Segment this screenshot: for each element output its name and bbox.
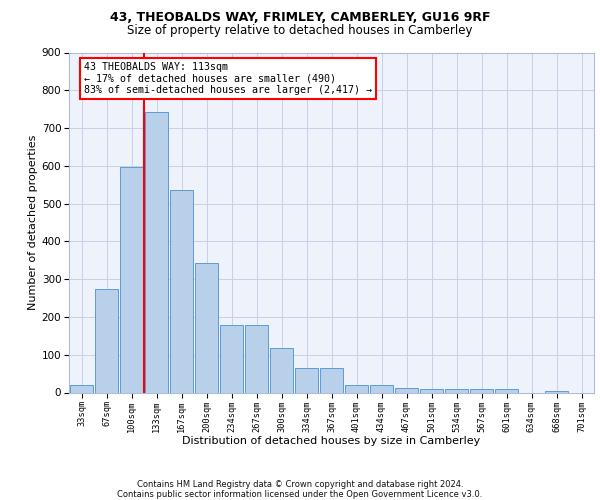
X-axis label: Distribution of detached houses by size in Camberley: Distribution of detached houses by size … <box>182 436 481 446</box>
Bar <box>145 112 168 392</box>
Y-axis label: Number of detached properties: Number of detached properties <box>28 135 38 310</box>
Text: Size of property relative to detached houses in Camberley: Size of property relative to detached ho… <box>127 24 473 37</box>
Bar <box>420 390 443 392</box>
Bar <box>70 385 93 392</box>
Bar <box>395 388 418 392</box>
Text: Contains HM Land Registry data © Crown copyright and database right 2024.
Contai: Contains HM Land Registry data © Crown c… <box>118 480 482 499</box>
Bar <box>195 263 218 392</box>
Bar <box>320 368 343 392</box>
Bar <box>170 190 193 392</box>
Bar <box>120 167 143 392</box>
Bar <box>370 385 393 392</box>
Bar <box>445 390 468 392</box>
Text: 43 THEOBALDS WAY: 113sqm
← 17% of detached houses are smaller (490)
83% of semi-: 43 THEOBALDS WAY: 113sqm ← 17% of detach… <box>83 62 371 95</box>
Bar <box>95 288 118 393</box>
Bar <box>220 326 243 392</box>
Bar <box>345 385 368 392</box>
Bar <box>495 390 518 392</box>
Text: 43, THEOBALDS WAY, FRIMLEY, CAMBERLEY, GU16 9RF: 43, THEOBALDS WAY, FRIMLEY, CAMBERLEY, G… <box>110 11 490 24</box>
Bar <box>270 348 293 393</box>
Bar <box>545 390 568 392</box>
Bar <box>245 326 268 392</box>
Bar <box>470 390 493 392</box>
Bar <box>295 368 318 392</box>
